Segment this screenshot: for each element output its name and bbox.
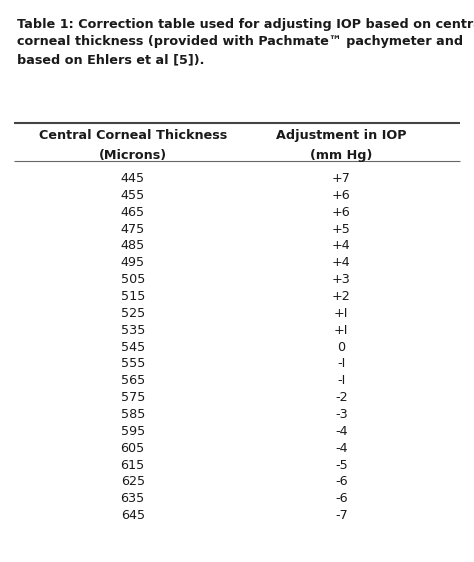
Text: -6: -6 (335, 492, 347, 505)
Text: 575: 575 (120, 391, 145, 404)
Text: -4: -4 (335, 425, 347, 438)
Text: +5: +5 (332, 223, 351, 235)
Text: -2: -2 (335, 391, 347, 404)
Text: -5: -5 (335, 459, 347, 472)
Text: -7: -7 (335, 509, 347, 522)
Text: +6: +6 (332, 206, 351, 219)
Text: 495: 495 (121, 256, 145, 269)
Text: 0: 0 (337, 341, 346, 353)
Text: +7: +7 (332, 172, 351, 185)
Text: Table 1: Correction table used for adjusting IOP based on central
corneal thickn: Table 1: Correction table used for adjus… (17, 18, 474, 66)
Text: +I: +I (334, 324, 348, 337)
Text: (Microns): (Microns) (99, 149, 167, 162)
Text: 595: 595 (120, 425, 145, 438)
Text: -I: -I (337, 357, 346, 370)
Text: (mm Hg): (mm Hg) (310, 149, 373, 162)
Text: -3: -3 (335, 408, 347, 421)
Text: 515: 515 (120, 290, 145, 303)
Text: 445: 445 (121, 172, 145, 185)
Text: +4: +4 (332, 239, 351, 252)
Text: Central Corneal Thickness: Central Corneal Thickness (38, 129, 227, 142)
Text: 645: 645 (121, 509, 145, 522)
Text: 465: 465 (121, 206, 145, 219)
Text: +I: +I (334, 307, 348, 320)
Text: Adjustment in IOP: Adjustment in IOP (276, 129, 407, 142)
Text: 535: 535 (120, 324, 145, 337)
Text: +4: +4 (332, 256, 351, 269)
Text: 615: 615 (120, 459, 145, 472)
Text: 605: 605 (120, 442, 145, 455)
Text: +2: +2 (332, 290, 351, 303)
Text: -4: -4 (335, 442, 347, 455)
Text: 635: 635 (120, 492, 145, 505)
Text: 455: 455 (120, 189, 145, 202)
Text: 505: 505 (120, 273, 145, 286)
Text: +6: +6 (332, 189, 351, 202)
Text: +3: +3 (332, 273, 351, 286)
Text: 555: 555 (120, 357, 145, 370)
Text: 475: 475 (120, 223, 145, 235)
Text: 565: 565 (120, 374, 145, 387)
Text: 585: 585 (120, 408, 145, 421)
Text: 485: 485 (120, 239, 145, 252)
Text: -I: -I (337, 374, 346, 387)
Text: -6: -6 (335, 475, 347, 488)
Text: 525: 525 (120, 307, 145, 320)
Text: 545: 545 (120, 341, 145, 353)
Text: 625: 625 (121, 475, 145, 488)
